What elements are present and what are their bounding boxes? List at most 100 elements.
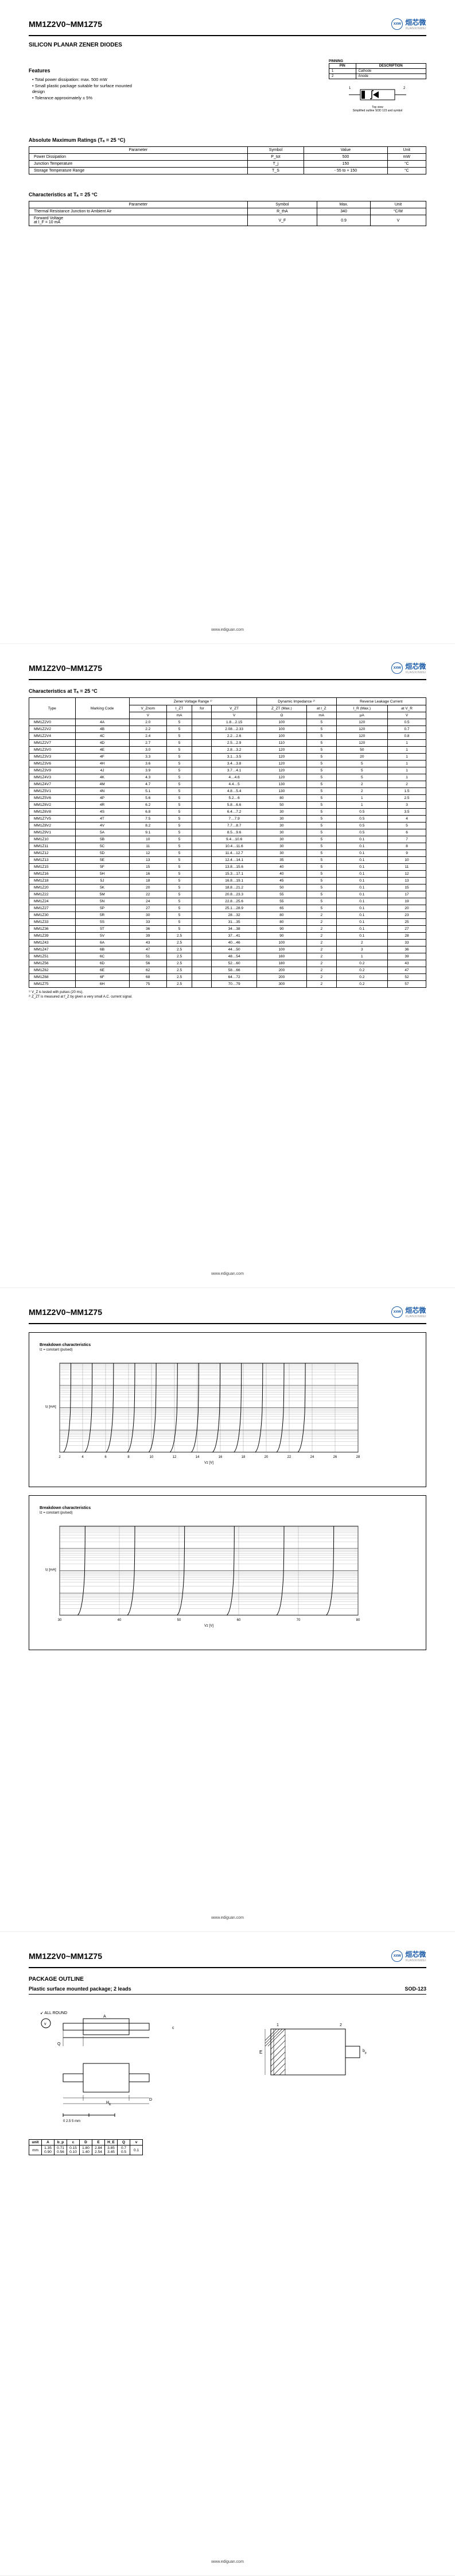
brand-en: XUANXINWEI <box>405 1959 426 1962</box>
svg-text:60: 60 <box>237 1619 241 1622</box>
td: °C/W <box>370 208 426 215</box>
svg-text:80: 80 <box>356 1619 360 1622</box>
svg-text:24: 24 <box>310 1456 314 1459</box>
pinning-td: 1 <box>329 69 356 74</box>
th: Symbol <box>247 147 304 154</box>
header: MM1Z2V0~MM1Z75 xxw 烜芯微 XUANXINWEI <box>29 661 426 674</box>
features-list: Total power dissipation: max. 500 mW Sma… <box>29 77 312 101</box>
svg-text:Iz [mA]: Iz [mA] <box>45 1569 56 1572</box>
pkg-subtitle: Plastic surface mounted package; 2 leads <box>29 1986 131 1992</box>
svg-text:8: 8 <box>127 1456 130 1459</box>
svg-text:16: 16 <box>219 1456 223 1459</box>
diode-symbol-icon: 1 2 <box>343 85 412 104</box>
brand-logo: xxw 烜芯微 XUANXINWEI <box>391 1305 426 1318</box>
header-rule <box>29 35 426 36</box>
pinning-caption2: Simplified outline SOD 123 and symbol <box>353 109 403 112</box>
part-number: MM1Z2V0~MM1Z75 <box>29 1952 102 1961</box>
th: Value <box>304 147 387 154</box>
brand-en: XUANXINWEI <box>405 1315 426 1318</box>
td: T_S <box>247 168 304 174</box>
td: V <box>370 215 426 226</box>
header-rule <box>29 1967 426 1968</box>
part-number: MM1Z2V0~MM1Z75 <box>29 1308 102 1317</box>
td: V_F <box>247 215 317 226</box>
svg-text:26: 26 <box>333 1456 337 1459</box>
page-4: MM1Z2V0~MM1Z75 xxw 烜芯微 XUANXINWEI PACKAG… <box>0 1932 455 2576</box>
svg-text:40: 40 <box>118 1619 122 1622</box>
dimensions-table: unitAb_pcDEH_EQvmm1.35 0.900.71 0.560.15… <box>29 2139 143 2155</box>
pkg-subtitle-row: Plastic surface mounted package; 2 leads… <box>29 1986 426 1992</box>
svg-text:6: 6 <box>104 1456 107 1459</box>
td: mW <box>387 154 426 161</box>
td: R_thA <box>247 208 317 215</box>
page-3: MM1Z2V0~MM1Z75 xxw 烜芯微 XUANXINWEI Breakd… <box>0 1288 455 1932</box>
char25-title: Characteristics at Tₐ = 25 °C <box>29 192 426 197</box>
chart2-title: Breakdown characteristics <box>40 1506 415 1510</box>
pkg-code: SOD-123 <box>405 1986 426 1992</box>
footer: www.ediguan.com <box>0 628 455 632</box>
svg-text:Q: Q <box>57 2042 61 2046</box>
pkg-drawings: ↙ ALL ROUND v A Q c D HE <box>29 2006 426 2133</box>
svg-text:Vz [V]: Vz [V] <box>204 1461 213 1465</box>
header: MM1Z2V0~MM1Z75 xxw 烜芯微 XUANXINWEI <box>29 1949 426 1962</box>
pinning-td: Cathode <box>356 69 426 74</box>
logo-icon: xxw <box>391 18 403 30</box>
svg-text:4: 4 <box>81 1456 84 1459</box>
brand-en: XUANXINWEI <box>405 27 426 30</box>
svg-text:10: 10 <box>150 1456 154 1459</box>
td: Storage Temperature Range <box>29 168 248 174</box>
th: Parameter <box>29 147 248 154</box>
chart2-sub: Iz = constant (pulsed) <box>40 1511 415 1515</box>
logo-icon: xxw <box>391 1306 403 1318</box>
svg-text:30: 30 <box>58 1619 62 1622</box>
header-rule <box>29 679 426 680</box>
header-rule <box>29 1323 426 1324</box>
chart1-title: Breakdown characteristics <box>40 1343 415 1347</box>
td: °C <box>387 168 426 174</box>
brand-cn: 烜芯微 <box>405 662 426 670</box>
pinning-diagram: 1 2 Top view Simplified outline SOD 123 … <box>329 83 426 114</box>
brand-cn: 烜芯微 <box>405 1306 426 1314</box>
svg-text:12: 12 <box>173 1456 177 1459</box>
svg-text:v: v <box>44 2022 46 2026</box>
svg-text:28: 28 <box>356 1456 360 1459</box>
part-number: MM1Z2V0~MM1Z75 <box>29 664 102 673</box>
svg-text:14: 14 <box>196 1456 200 1459</box>
characteristics-table: TypeMarking CodeZener Voltage Range ¹⁾Dy… <box>29 697 426 988</box>
td: 0.9 <box>317 215 371 226</box>
svg-text:Vz [V]: Vz [V] <box>204 1624 213 1628</box>
brand-logo: xxw 烜芯微 XUANXINWEI <box>391 17 426 30</box>
th: Unit <box>387 147 426 154</box>
pinning-th: DESCRIPTION <box>356 64 426 69</box>
td: °C <box>387 161 426 168</box>
th: Max. <box>317 201 371 208</box>
footer: www.ediguan.com <box>0 1272 455 1276</box>
svg-text:c: c <box>172 2026 174 2030</box>
td: Forward Voltage at I_F = 10 mA <box>29 215 248 226</box>
page-2: MM1Z2V0~MM1Z75 xxw 烜芯微 XUANXINWEI Charac… <box>0 644 455 1288</box>
svg-text:70: 70 <box>297 1619 301 1622</box>
feature-item: Tolerance approximately ± 5% <box>32 95 312 102</box>
features-title: Features <box>29 68 312 73</box>
chart1-sub: Iz = constant (pulsed) <box>40 1348 415 1352</box>
td: 500 <box>304 154 387 161</box>
header: MM1Z2V0~MM1Z75 xxw 烜芯微 XUANXINWEI <box>29 17 426 30</box>
footer: www.ediguan.com <box>0 1916 455 1920</box>
pinning-table: PINDESCRIPTION 1Cathode 2Anode <box>329 63 426 79</box>
td: P_tot <box>247 154 304 161</box>
svg-text:E: E <box>259 2050 262 2055</box>
brand-en: XUANXINWEI <box>405 671 426 674</box>
page-1: MM1Z2V0~MM1Z75 xxw 烜芯微 XUANXINWEI SILICO… <box>0 0 455 644</box>
chart-2: Breakdown characteristics Iz = constant … <box>29 1495 426 1650</box>
logo-icon: xxw <box>391 1950 403 1962</box>
chart2-svg: 304050607080Vz [V]Iz [mA] <box>40 1520 372 1635</box>
pkg-title: PACKAGE OUTLINE <box>29 1976 426 1983</box>
features-block: Features Total power dissipation: max. 5… <box>29 60 312 114</box>
note: ²⁾ Z_ZT is measured at f_Z by given a ve… <box>29 995 426 999</box>
svg-text:2: 2 <box>403 87 406 90</box>
brand-cn: 烜芯微 <box>405 1950 426 1958</box>
svg-text:bp: bp <box>363 2049 367 2055</box>
svg-text:D: D <box>149 2098 152 2102</box>
logo-icon: xxw <box>391 662 403 674</box>
td: Junction Temperature <box>29 161 248 168</box>
